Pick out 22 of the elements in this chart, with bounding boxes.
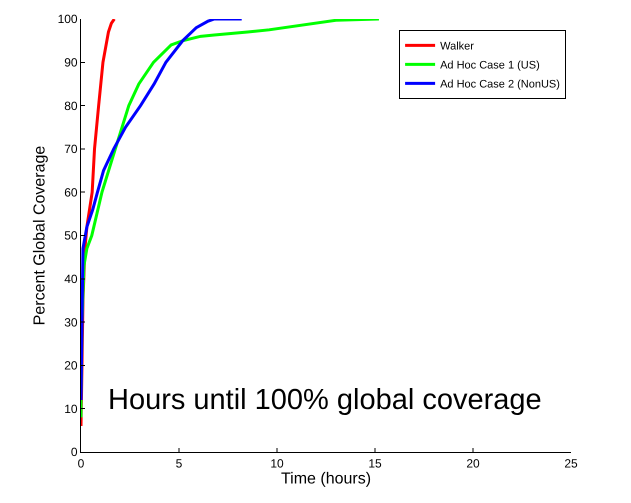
y-tick-label: 70 (64, 142, 78, 156)
x-tick-label: 5 (176, 456, 183, 470)
legend-label: Ad Hoc Case 2 (NonUS) (440, 78, 560, 91)
y-tick-label: 100 (58, 12, 78, 26)
annotation: Hours until 100% global coverage (108, 384, 542, 416)
y-tick-label: 50 (64, 228, 78, 243)
legend-label: Walker (440, 40, 474, 53)
x-tick-label: 20 (466, 456, 480, 470)
x-axis-title: Time (hours) (280, 470, 372, 488)
x-tick-label: 10 (270, 456, 284, 470)
y-tick-label: 80 (64, 98, 78, 113)
x-tick-label: 25 (564, 456, 578, 470)
y-tick-label: 20 (64, 358, 78, 373)
y-tick-label: 40 (64, 272, 78, 286)
x-tick-label: 15 (368, 456, 382, 470)
y-tick-label: 0 (70, 445, 78, 460)
y-tick-label: 10 (64, 402, 78, 416)
y-tick-label: 60 (64, 185, 78, 200)
y-axis-title: Percent Global Coverage (31, 146, 48, 326)
y-tick-label: 90 (64, 56, 78, 70)
legend-label: Ad Hoc Case 1 (US) (440, 60, 540, 72)
y-tick-label: 30 (64, 315, 78, 330)
